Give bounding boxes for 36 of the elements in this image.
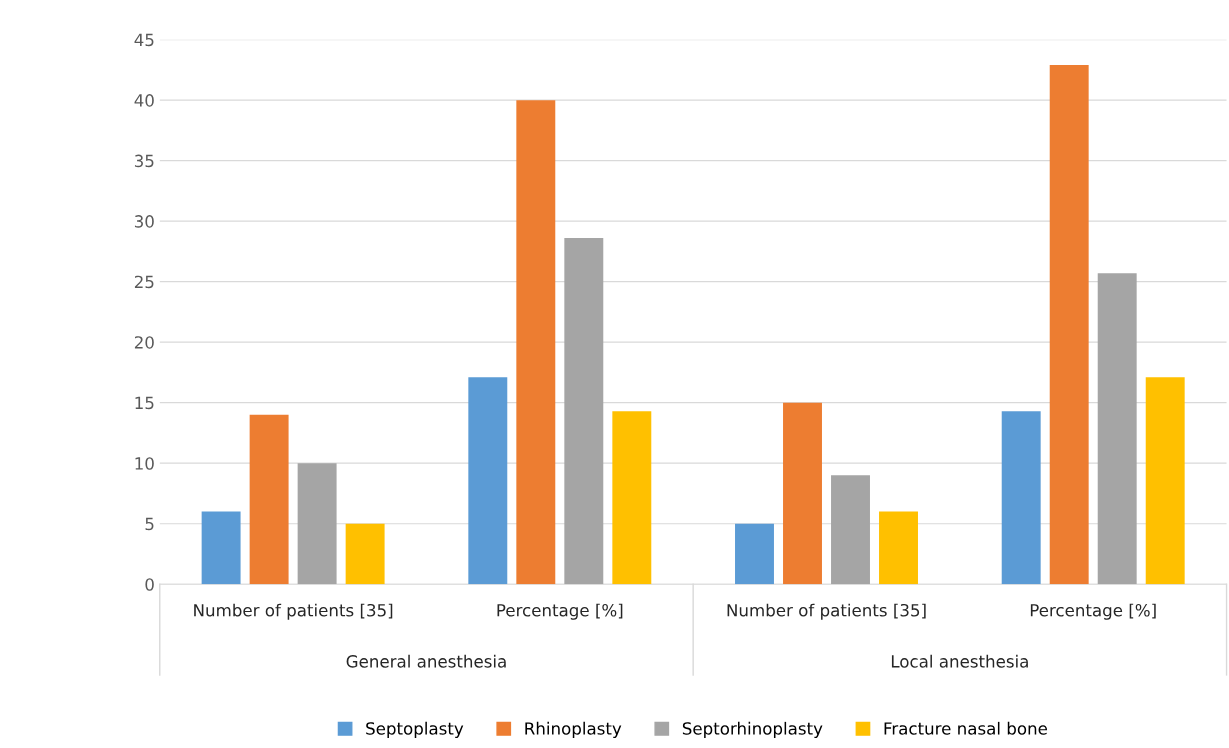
bar [783,402,822,585]
bar [201,511,241,585]
y-tick-label: 45 [134,33,154,47]
bar [831,475,870,585]
bar [735,523,774,585]
bar [249,414,289,585]
y-tick-label: 40 [134,94,154,107]
x-tick-label: Number of patients [35] [727,603,926,620]
bar [1001,411,1041,585]
x-tick-label: Percentage [%] [1030,603,1156,620]
y-tick-label: 15 [135,396,154,410]
y-tick-label: 5 [145,517,154,531]
y-tick-label: 0 [145,578,154,591]
y-tick-label: 30 [134,215,154,228]
legend-label: Fracture nasal bone [884,721,1047,735]
text: Local anesthesia [891,654,1028,668]
y-tick-label: 25 [134,275,154,289]
bar [297,463,337,585]
y-tick-label: 20 [134,336,154,349]
x-tick-label: Number of patients [35] [194,603,393,620]
legend-label: Septoplasty [366,721,464,738]
legend-label: Septorhinoplasty [682,721,823,738]
legend-label: Rhinoplasty [525,721,622,738]
bar [564,238,604,585]
bar [879,511,918,585]
bar [1049,65,1089,585]
bar [516,100,556,585]
bar [468,377,508,585]
text: General anesthesia [346,654,506,668]
bar [1097,273,1137,585]
y-tick-label: 35 [134,154,154,168]
y-tick-label: 10 [135,457,154,470]
x-tick-label: Percentage [%] [497,603,623,620]
bar [612,411,652,585]
bar [345,523,385,585]
bar [1145,377,1185,585]
